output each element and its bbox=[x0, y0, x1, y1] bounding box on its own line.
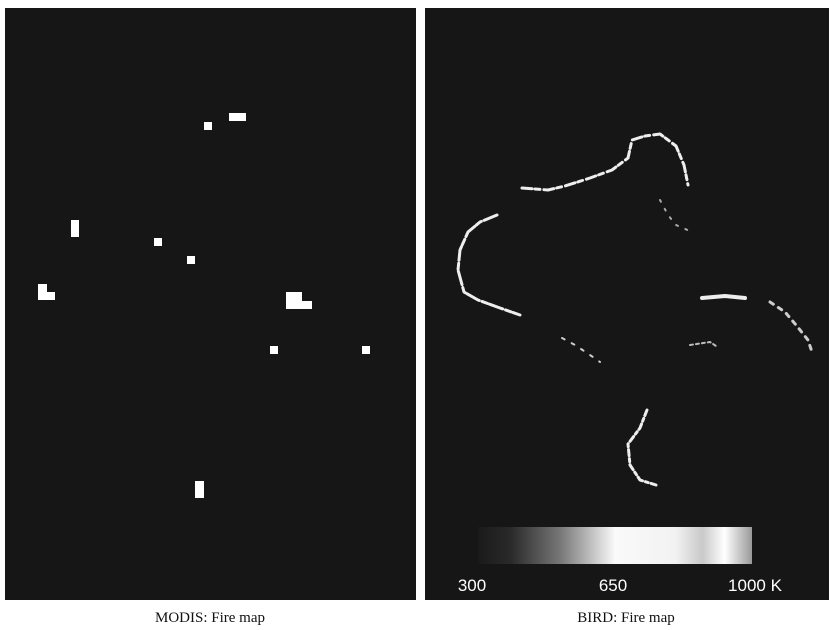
colorbar-label: 300 bbox=[458, 576, 486, 595]
colorbar-label: 650 bbox=[599, 576, 627, 595]
bird-fire-lines bbox=[456, 132, 814, 487]
caption: BIRD: Fire map bbox=[577, 610, 675, 626]
colorbar bbox=[478, 527, 752, 564]
colorbar-label: 1000 K bbox=[728, 576, 783, 595]
modis-panel bbox=[5, 8, 416, 600]
modis-fire-pixels bbox=[38, 113, 370, 498]
caption: MODIS: Fire map bbox=[155, 610, 265, 626]
